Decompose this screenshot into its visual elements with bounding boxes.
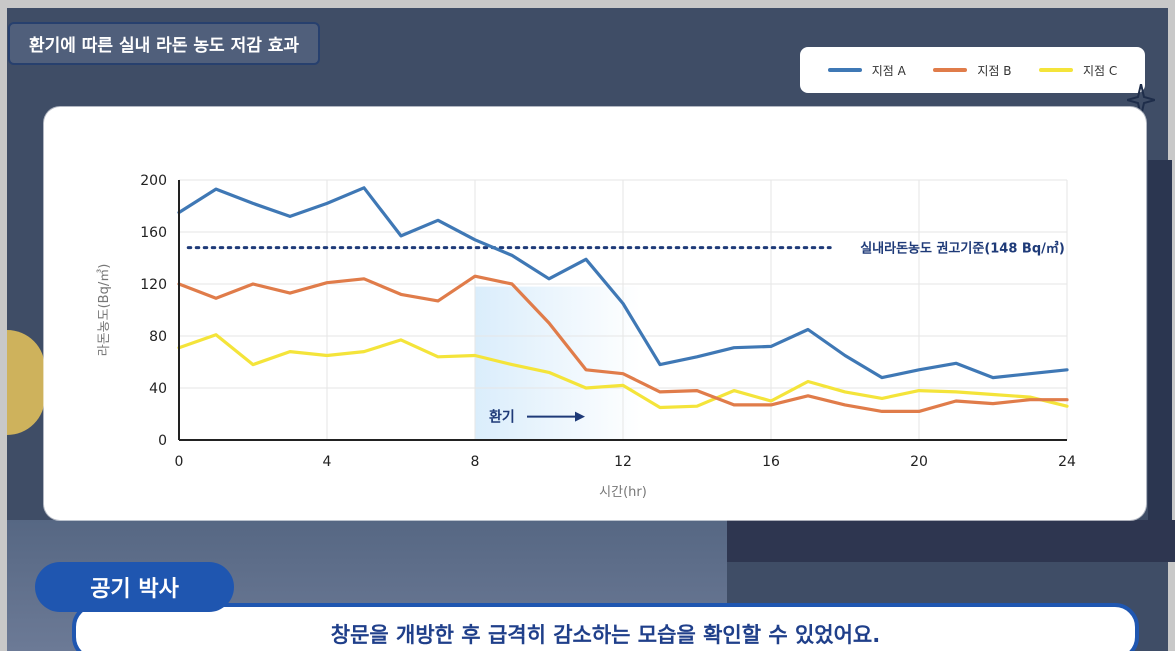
x-axis-title: 시간(hr) xyxy=(599,485,647,500)
legend-item-c: 지점 C xyxy=(1038,62,1118,79)
x-tick-label-8: 8 xyxy=(471,454,480,470)
background-desk xyxy=(722,520,1175,562)
y-tick-label-120: 120 xyxy=(140,277,167,293)
speaker-badge: 공기 박사 xyxy=(35,562,234,612)
legend-item-a: 지점 A xyxy=(827,62,906,79)
series-line-c xyxy=(177,333,1069,410)
legend-swatch-c xyxy=(1038,68,1073,72)
series-line-b xyxy=(177,274,1069,413)
series-line-a xyxy=(177,186,1069,380)
ventilation-label: 환기 xyxy=(489,409,515,426)
y-tick-label-0: 0 xyxy=(158,433,167,449)
background-sun xyxy=(7,330,45,435)
frame-border-top xyxy=(0,0,1175,8)
x-tick-label-16: 16 xyxy=(762,454,780,470)
y-tick-label-200: 200 xyxy=(140,173,167,189)
reference-line-label: 실내라돈농도 권고기준(148 Bq/㎥) xyxy=(860,241,1065,257)
x-tick-label-24: 24 xyxy=(1058,454,1076,470)
y-axis-title: 라돈농도(Bq/㎥) xyxy=(97,264,112,357)
legend-swatch-b xyxy=(933,68,968,72)
legend-label-a: 지점 A xyxy=(871,63,906,78)
chart-title: 환기에 따른 실내 라돈 농도 저감 효과 xyxy=(8,22,320,65)
chart-card: 실내라돈농도 권고기준(148 Bq/㎥) 0 40 80 120 160 200 0 4 8 1… xyxy=(44,107,1146,520)
ventilation-arrow-icon xyxy=(575,411,585,422)
legend-label-b: 지점 B xyxy=(977,63,1012,78)
legend-label-c: 지점 C xyxy=(1082,63,1118,78)
legend-swatch-a xyxy=(827,68,862,72)
line-chart: 실내라돈농도 권고기준(148 Bq/㎥) 0 40 80 120 160 200 0 4 8 1… xyxy=(97,173,1076,500)
x-tick-label-12: 12 xyxy=(614,454,632,470)
legend: 지점 A 지점 B 지점 C xyxy=(800,47,1145,93)
frame-border-left xyxy=(0,0,7,651)
subtitle-caption: 창문을 개방한 후 급격히 감소하는 모습을 확인할 수 있었어요. xyxy=(72,603,1139,651)
x-tick-label-20: 20 xyxy=(910,454,928,470)
y-tick-label-160: 160 xyxy=(140,225,167,241)
y-tick-label-40: 40 xyxy=(149,381,167,397)
background-window-frame xyxy=(1148,160,1172,550)
x-tick-label-4: 4 xyxy=(323,454,332,470)
legend-item-b: 지점 B xyxy=(933,62,1011,79)
sparkle-icon xyxy=(1127,84,1155,116)
x-tick-label-0: 0 xyxy=(175,454,184,470)
y-tick-label-80: 80 xyxy=(149,329,167,345)
